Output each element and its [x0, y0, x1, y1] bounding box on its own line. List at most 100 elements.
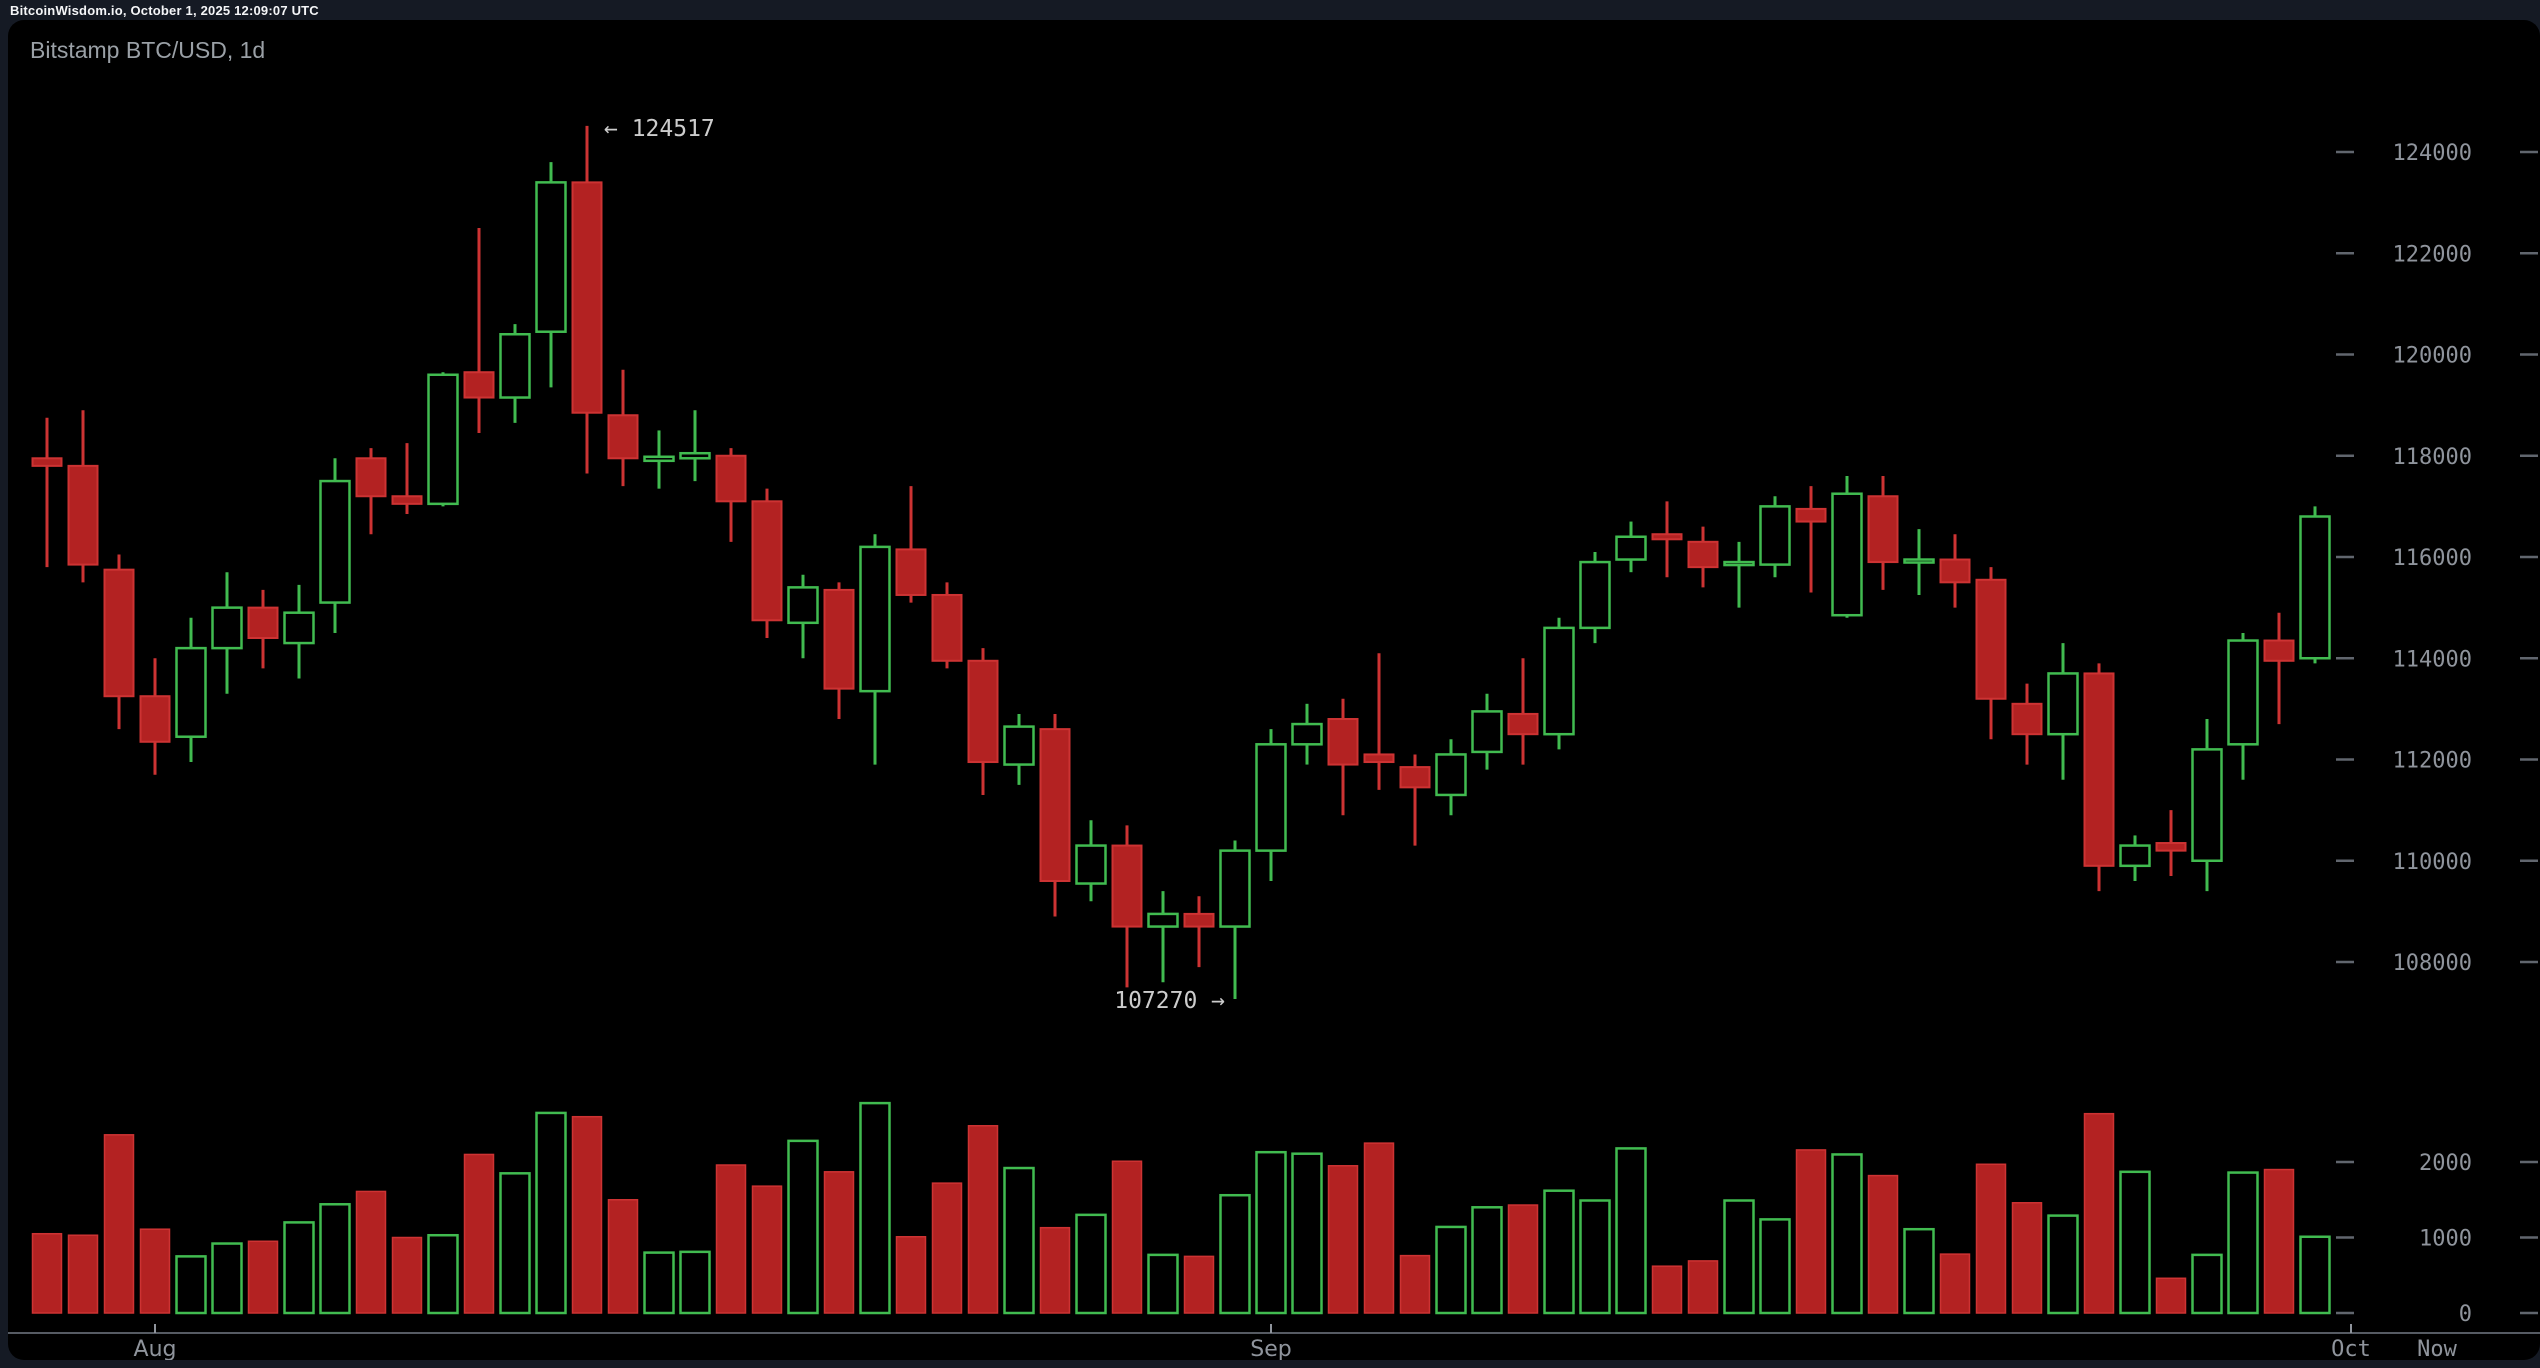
candle-body [1399, 766, 1431, 789]
candle-body [1939, 558, 1971, 584]
candle-body [1975, 578, 2007, 700]
candle-body [1867, 495, 1899, 564]
candles-layer [31, 125, 2331, 999]
volume-bar [535, 1111, 567, 1315]
candle-body [1795, 507, 1827, 523]
candle-body [1903, 558, 1935, 564]
candle-body [1435, 753, 1467, 797]
candle-body [2227, 639, 2259, 746]
candle-body [2263, 639, 2295, 662]
candle-body [2119, 844, 2151, 868]
candle [463, 227, 495, 433]
volume-bar [643, 1251, 675, 1315]
volume-bar [1651, 1265, 1683, 1314]
candle [2299, 506, 2331, 664]
candle-body [283, 611, 315, 645]
candle [1291, 703, 1323, 765]
volume-bar [931, 1182, 963, 1314]
volume-bar [1075, 1213, 1107, 1315]
volume-bar [1831, 1153, 1863, 1315]
candle [1795, 486, 1827, 593]
volume-bar [1975, 1163, 2007, 1314]
candle-body [355, 457, 387, 498]
candle-body [1039, 728, 1071, 882]
volume-bar [103, 1134, 135, 1314]
candle-body [1327, 718, 1359, 766]
candle-body [715, 454, 747, 503]
candle-body [1075, 844, 1107, 885]
candle [967, 648, 999, 795]
candle [427, 372, 459, 507]
volume-bar [499, 1172, 531, 1315]
candle [139, 658, 171, 775]
candle [1327, 698, 1359, 816]
volume-bar [1795, 1149, 1827, 1314]
candle [283, 584, 315, 679]
volume-bar [1543, 1189, 1575, 1315]
candle-body [67, 464, 99, 566]
volume-bar [1111, 1160, 1143, 1314]
chart-panel[interactable]: Bitstamp BTC/USD, 1d 124000 122000 120000 1… [8, 20, 2540, 1360]
candle-body [1147, 912, 1179, 928]
candle-body [1687, 540, 1719, 569]
candle [931, 582, 963, 669]
price-tick-label: 114000 [2393, 647, 2472, 672]
volume-bar [1399, 1254, 1431, 1314]
annotations-layer: ← 124517 107270 → [604, 116, 1225, 1014]
volume-bar [571, 1115, 603, 1314]
month-tick-label: Sep [1250, 1337, 1291, 1360]
candle-body [211, 606, 243, 650]
candle [499, 324, 531, 423]
candle-body [2155, 842, 2187, 852]
candle-body [859, 545, 891, 693]
volume-bar [175, 1255, 207, 1315]
volume-bar [1867, 1174, 1899, 1314]
candlestick-chart[interactable]: Bitstamp BTC/USD, 1d 1240001220001200001… [8, 20, 2540, 1360]
price-tick-label: 108000 [2393, 951, 2472, 976]
candle [1687, 526, 1719, 588]
candle-body [1723, 560, 1755, 567]
volume-bar [427, 1233, 459, 1315]
volume-bar [787, 1139, 819, 1315]
candle [355, 448, 387, 535]
candle-body [1219, 849, 1251, 928]
volume-bar [1579, 1199, 1611, 1315]
volume-bar [1615, 1147, 1647, 1315]
candle-body [1003, 725, 1035, 766]
volume-bar [2155, 1277, 2187, 1314]
volume-bar [607, 1199, 639, 1314]
volume-bar [31, 1232, 63, 1314]
candle [1435, 739, 1467, 816]
candle-body [139, 695, 171, 743]
candle-body [679, 451, 711, 460]
candle [319, 458, 351, 633]
price-axis: 124000 122000 120000 118000 116000 114000 1120… [2336, 141, 2538, 976]
candle [31, 417, 63, 568]
volume-tick-label: 1000 [2419, 1227, 2472, 1252]
candle-body [1651, 533, 1683, 541]
volume-bar [679, 1250, 711, 1315]
candle [823, 582, 855, 719]
candle [1039, 713, 1071, 917]
candle-body [751, 500, 783, 622]
candle-body [31, 457, 63, 467]
candle [1507, 658, 1539, 765]
volume-bar [2011, 1202, 2043, 1314]
price-tick-label: 120000 [2393, 344, 2472, 369]
volume-bar [2083, 1112, 2115, 1314]
volume-axis: 2000 1000 0 [2336, 1151, 2538, 1327]
candle-body [931, 593, 963, 662]
candle-body [175, 646, 207, 738]
volume-bar [355, 1190, 387, 1314]
volume-bar [2227, 1171, 2259, 1315]
chart-title: Bitstamp BTC/USD, 1d [30, 37, 265, 63]
candle [1903, 529, 1935, 595]
volume-bar [2119, 1170, 2151, 1315]
candle [715, 448, 747, 542]
volume-bar [1723, 1199, 1755, 1315]
volume-tick-label: 2000 [2419, 1151, 2472, 1176]
volume-bar [2299, 1235, 2331, 1315]
candle-body [1183, 912, 1215, 928]
candle-body [1507, 712, 1539, 736]
candle [679, 410, 711, 482]
